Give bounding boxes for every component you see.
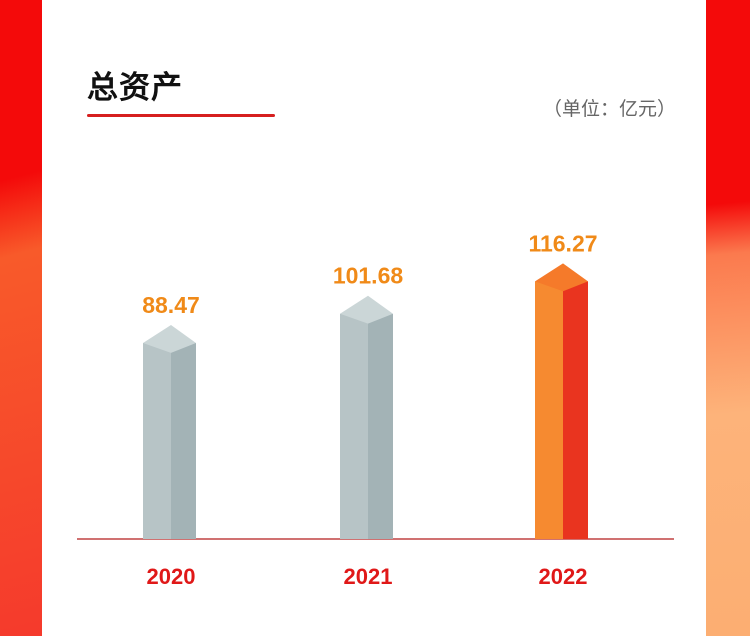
- left-decor-band: [0, 0, 42, 636]
- bar-side-face: [563, 281, 588, 539]
- x-tick-label: 2022: [539, 564, 588, 589]
- bar-side-face: [368, 313, 393, 539]
- bar-2020: [143, 325, 196, 539]
- bar-top-face: [340, 295, 393, 324]
- x-tick-label: 2020: [147, 564, 196, 589]
- bar-value-label: 101.68: [333, 263, 404, 289]
- right-decor-band: [706, 0, 750, 636]
- bar-top-face: [535, 263, 588, 292]
- chart-title: 总资产: [87, 70, 183, 106]
- bar-front-face: [143, 343, 171, 539]
- bar-front-face: [535, 281, 563, 539]
- bar-front-face: [340, 313, 368, 539]
- unit-label: （单位：亿元）: [542, 98, 676, 120]
- title-underline: [87, 114, 275, 117]
- bar-side-face: [171, 343, 196, 539]
- chart-card: 总资产 （单位：亿元） 88.47 2020 101.68 2021 116.27 202…: [42, 0, 706, 636]
- bar-value-label: 88.47: [142, 292, 200, 318]
- bar-2022: [535, 263, 588, 539]
- bar-2021: [340, 295, 393, 539]
- bar-value-label: 116.27: [528, 230, 597, 256]
- bar-chart: 88.47 2020 101.68 2021 116.27 2022: [77, 230, 674, 589]
- bar-top-face: [143, 325, 196, 353]
- x-tick-label: 2021: [344, 564, 393, 589]
